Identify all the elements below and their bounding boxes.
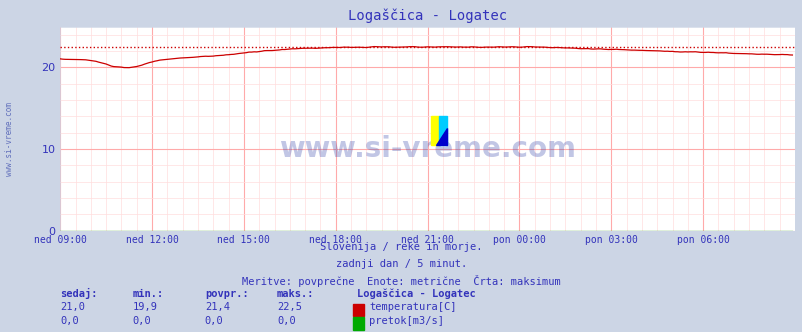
Text: Logaščica - Logatec: Logaščica - Logatec [357, 289, 476, 299]
Text: 0,0: 0,0 [205, 316, 223, 326]
Text: pretok[m3/s]: pretok[m3/s] [369, 316, 444, 326]
Text: 0,0: 0,0 [60, 316, 79, 326]
Text: povpr.:: povpr.: [205, 289, 248, 299]
Text: Meritve: povprečne  Enote: metrične  Črta: maksimum: Meritve: povprečne Enote: metrične Črta:… [242, 275, 560, 287]
Title: Logaščica - Logatec: Logaščica - Logatec [347, 8, 507, 23]
Text: 22,5: 22,5 [277, 302, 302, 312]
Text: Slovenija / reke in morje.: Slovenija / reke in morje. [320, 242, 482, 252]
Text: temperatura[C]: temperatura[C] [369, 302, 456, 312]
Text: 0,0: 0,0 [132, 316, 151, 326]
FancyBboxPatch shape [439, 117, 446, 145]
Text: 21,0: 21,0 [60, 302, 85, 312]
Text: maks.:: maks.: [277, 289, 314, 299]
Text: 19,9: 19,9 [132, 302, 157, 312]
Text: sedaj:: sedaj: [60, 288, 98, 299]
Text: min.:: min.: [132, 289, 164, 299]
Text: zadnji dan / 5 minut.: zadnji dan / 5 minut. [335, 259, 467, 269]
Text: 21,4: 21,4 [205, 302, 229, 312]
Text: 0,0: 0,0 [277, 316, 295, 326]
Polygon shape [435, 128, 446, 145]
Text: www.si-vreme.com: www.si-vreme.com [279, 135, 575, 163]
FancyBboxPatch shape [431, 117, 439, 145]
Text: www.si-vreme.com: www.si-vreme.com [5, 103, 14, 176]
